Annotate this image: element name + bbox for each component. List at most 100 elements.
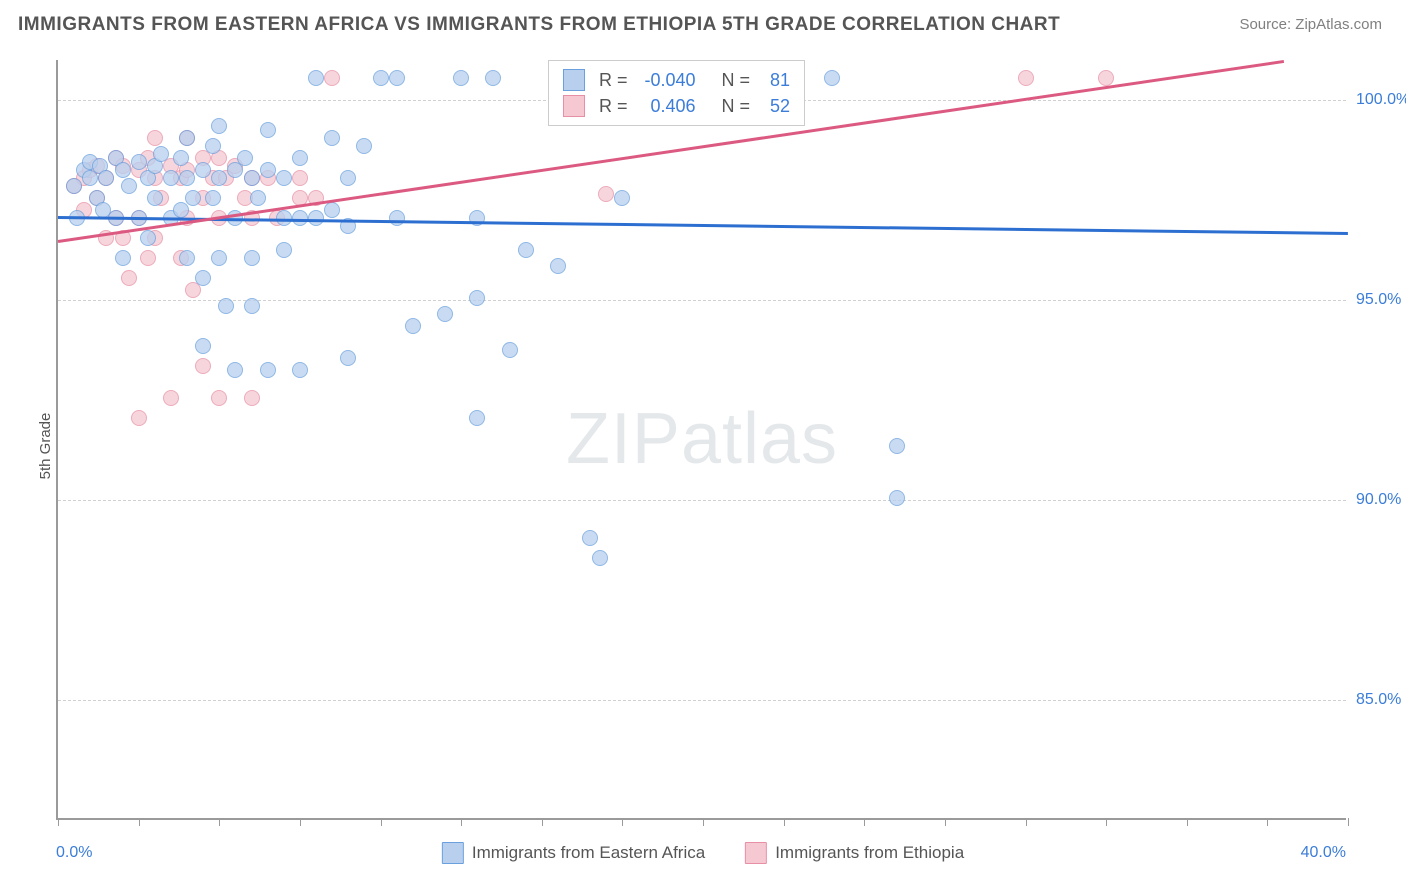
stats-r-label-a: R = — [599, 70, 628, 91]
x-tick-mark — [1026, 818, 1027, 826]
y-tick-label: 90.0% — [1356, 491, 1406, 509]
x-axis-end-label: 40.0% — [1301, 844, 1346, 862]
scatter-point-a — [153, 146, 169, 162]
x-tick-mark — [139, 818, 140, 826]
scatter-point-a — [227, 362, 243, 378]
x-tick-mark — [461, 818, 462, 826]
x-tick-mark — [542, 818, 543, 826]
x-tick-mark — [945, 818, 946, 826]
stats-swatch-a — [563, 69, 585, 91]
bottom-legend: Immigrants from Eastern Africa Immigrant… — [442, 842, 964, 864]
watermark: ZIPatlas — [566, 398, 838, 480]
scatter-point-a — [469, 410, 485, 426]
stats-r-value-a: -0.040 — [638, 70, 696, 91]
stats-r-label-b: R = — [599, 96, 628, 117]
scatter-point-a — [582, 530, 598, 546]
y-gridline — [58, 700, 1346, 701]
scatter-point-a — [592, 550, 608, 566]
scatter-point-a — [373, 70, 389, 86]
y-tick-label: 95.0% — [1356, 291, 1406, 309]
scatter-point-b — [244, 390, 260, 406]
scatter-point-a — [437, 306, 453, 322]
scatter-point-b — [147, 130, 163, 146]
scatter-point-a — [205, 138, 221, 154]
x-tick-mark — [1187, 818, 1188, 826]
scatter-point-a — [244, 250, 260, 266]
x-axis-start-label: 0.0% — [56, 844, 92, 862]
stats-row-b: R = 0.406 N = 52 — [563, 93, 790, 119]
scatter-point-b — [121, 270, 137, 286]
scatter-point-a — [260, 162, 276, 178]
scatter-point-a — [211, 250, 227, 266]
stats-box: R = -0.040 N = 81 R = 0.406 N = 52 — [548, 60, 805, 126]
scatter-point-a — [614, 190, 630, 206]
scatter-point-a — [276, 170, 292, 186]
scatter-point-a — [308, 210, 324, 226]
stats-r-value-b: 0.406 — [638, 96, 696, 117]
x-tick-mark — [58, 818, 59, 826]
x-tick-mark — [300, 818, 301, 826]
scatter-point-a — [260, 362, 276, 378]
scatter-point-a — [389, 70, 405, 86]
plot-area: ZIPatlas R = -0.040 N = 81 R = 0.406 N =… — [56, 60, 1346, 820]
legend-item-a: Immigrants from Eastern Africa — [442, 842, 705, 864]
stats-swatch-b — [563, 95, 585, 117]
scatter-point-a — [324, 202, 340, 218]
x-tick-mark — [1106, 818, 1107, 826]
scatter-point-b — [211, 390, 227, 406]
y-tick-label: 100.0% — [1356, 91, 1406, 109]
scatter-point-a — [405, 318, 421, 334]
stats-n-label-b: N = — [722, 96, 751, 117]
scatter-point-a — [340, 170, 356, 186]
x-tick-mark — [219, 818, 220, 826]
scatter-point-b — [195, 358, 211, 374]
scatter-point-a — [173, 202, 189, 218]
scatter-point-b — [1018, 70, 1034, 86]
watermark-bold: ZIP — [566, 399, 681, 479]
scatter-point-a — [485, 70, 501, 86]
scatter-point-a — [121, 178, 137, 194]
stats-n-label-a: N = — [722, 70, 751, 91]
scatter-point-a — [163, 170, 179, 186]
scatter-point-a — [324, 130, 340, 146]
scatter-point-a — [179, 250, 195, 266]
scatter-point-a — [131, 154, 147, 170]
scatter-point-a — [205, 190, 221, 206]
scatter-point-a — [195, 162, 211, 178]
scatter-point-a — [244, 170, 260, 186]
scatter-point-a — [115, 162, 131, 178]
watermark-light: atlas — [681, 399, 838, 479]
scatter-point-a — [115, 250, 131, 266]
scatter-point-a — [250, 190, 266, 206]
scatter-point-a — [147, 190, 163, 206]
legend-swatch-b — [745, 842, 767, 864]
scatter-point-b — [292, 170, 308, 186]
scatter-point-a — [389, 210, 405, 226]
x-tick-mark — [703, 818, 704, 826]
x-tick-mark — [1348, 818, 1349, 826]
legend-label-b: Immigrants from Ethiopia — [775, 843, 964, 863]
scatter-point-a — [356, 138, 372, 154]
scatter-point-a — [195, 270, 211, 286]
scatter-point-a — [469, 290, 485, 306]
scatter-point-b — [163, 390, 179, 406]
scatter-point-a — [218, 298, 234, 314]
scatter-point-a — [140, 230, 156, 246]
scatter-point-a — [98, 170, 114, 186]
scatter-point-a — [195, 338, 211, 354]
scatter-point-a — [211, 118, 227, 134]
scatter-point-a — [889, 438, 905, 454]
y-tick-label: 85.0% — [1356, 691, 1406, 709]
x-tick-mark — [622, 818, 623, 826]
scatter-point-a — [308, 70, 324, 86]
stats-n-value-a: 81 — [760, 70, 790, 91]
scatter-point-b — [140, 250, 156, 266]
scatter-point-a — [518, 242, 534, 258]
scatter-point-a — [292, 150, 308, 166]
x-tick-mark — [1267, 818, 1268, 826]
scatter-point-a — [276, 242, 292, 258]
legend-item-b: Immigrants from Ethiopia — [745, 842, 964, 864]
scatter-point-a — [340, 350, 356, 366]
y-axis-label: 5th Grade — [37, 413, 54, 480]
chart-container: IMMIGRANTS FROM EASTERN AFRICA VS IMMIGR… — [0, 0, 1406, 892]
